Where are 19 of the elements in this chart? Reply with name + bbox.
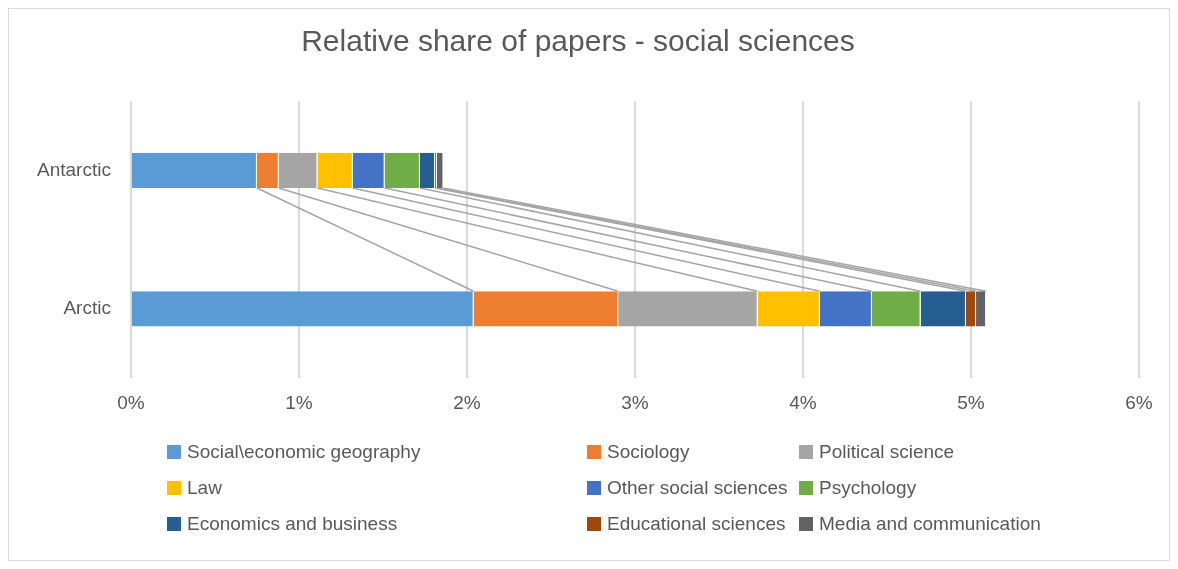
- x-tick-label: 1%: [285, 391, 313, 413]
- legend-label: Psychology: [819, 477, 917, 499]
- x-tick-label: 3%: [621, 391, 649, 413]
- legend-label: Economics and business: [187, 513, 398, 535]
- chart-title: Relative share of papers - social sciences: [301, 24, 855, 58]
- legend-label: Media and communication: [819, 513, 1041, 535]
- x-tick-label: 5%: [957, 391, 985, 413]
- x-tick-label: 0%: [117, 391, 145, 413]
- legend-label: Educational sciences: [607, 513, 786, 535]
- y-tick-label: Antarctic: [36, 158, 111, 180]
- legend-label: Social\economic geography: [187, 441, 421, 463]
- legend-label: Other social sciences: [607, 477, 788, 499]
- y-tick-label: Arctic: [63, 297, 111, 319]
- legend-label: Sociology: [607, 441, 690, 463]
- legend-label: Political science: [819, 441, 955, 463]
- x-tick-label: 4%: [789, 391, 817, 413]
- x-tick-label: 6%: [1125, 391, 1153, 413]
- x-tick-label: 2%: [453, 391, 481, 413]
- legend-label: Law: [187, 477, 222, 499]
